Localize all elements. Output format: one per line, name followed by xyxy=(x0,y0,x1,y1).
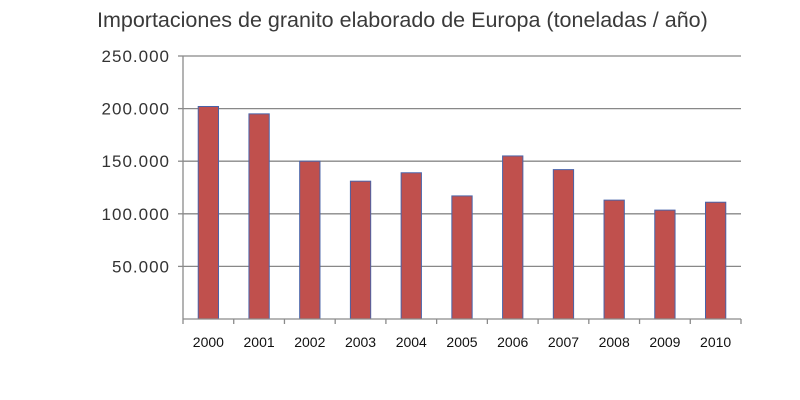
bar-2000 xyxy=(197,105,220,320)
x-tick-label: 2004 xyxy=(396,334,427,350)
axes xyxy=(178,55,742,324)
x-tick-label: 2010 xyxy=(700,334,731,350)
bar-2003 xyxy=(349,180,372,320)
x-tick-label: 2000 xyxy=(193,334,224,350)
x-tick-label: 2001 xyxy=(244,334,275,350)
x-tick-labels: 2000 2001 2002 2003 2004 2005 2006 2007 2008 2009… xyxy=(193,334,732,350)
bar-2008 xyxy=(603,199,625,320)
y-tick-label: 150.000 xyxy=(102,152,170,171)
bar-2004 xyxy=(400,172,422,320)
bar-2010 xyxy=(704,201,727,320)
x-tick-label: 2003 xyxy=(345,334,376,350)
bar-2007 xyxy=(552,169,575,320)
x-tick-label: 2002 xyxy=(294,334,325,350)
chart-title: Importaciones de granito elaborado de Eu… xyxy=(97,8,708,32)
bar-2002 xyxy=(299,160,321,320)
y-tick-label: 200.000 xyxy=(102,100,170,119)
bars xyxy=(197,105,727,320)
x-tick-label: 2007 xyxy=(548,334,579,350)
bar-2009 xyxy=(654,209,676,320)
bar-2005 xyxy=(451,195,473,320)
bar-2001 xyxy=(248,113,270,320)
y-tick-label: 100.000 xyxy=(102,205,170,224)
x-tick-label: 2008 xyxy=(599,334,630,350)
y-tick-label: 250.000 xyxy=(102,47,170,66)
bar-2006 xyxy=(502,155,524,320)
x-tick-label: 2006 xyxy=(497,334,528,350)
y-tick-label: 50.000 xyxy=(112,257,170,276)
x-tick-label: 2005 xyxy=(446,334,477,350)
y-tick-labels: 50.000 100.000 150.000 200.000 250.000 xyxy=(102,47,170,276)
x-tick-label: 2009 xyxy=(649,334,680,350)
